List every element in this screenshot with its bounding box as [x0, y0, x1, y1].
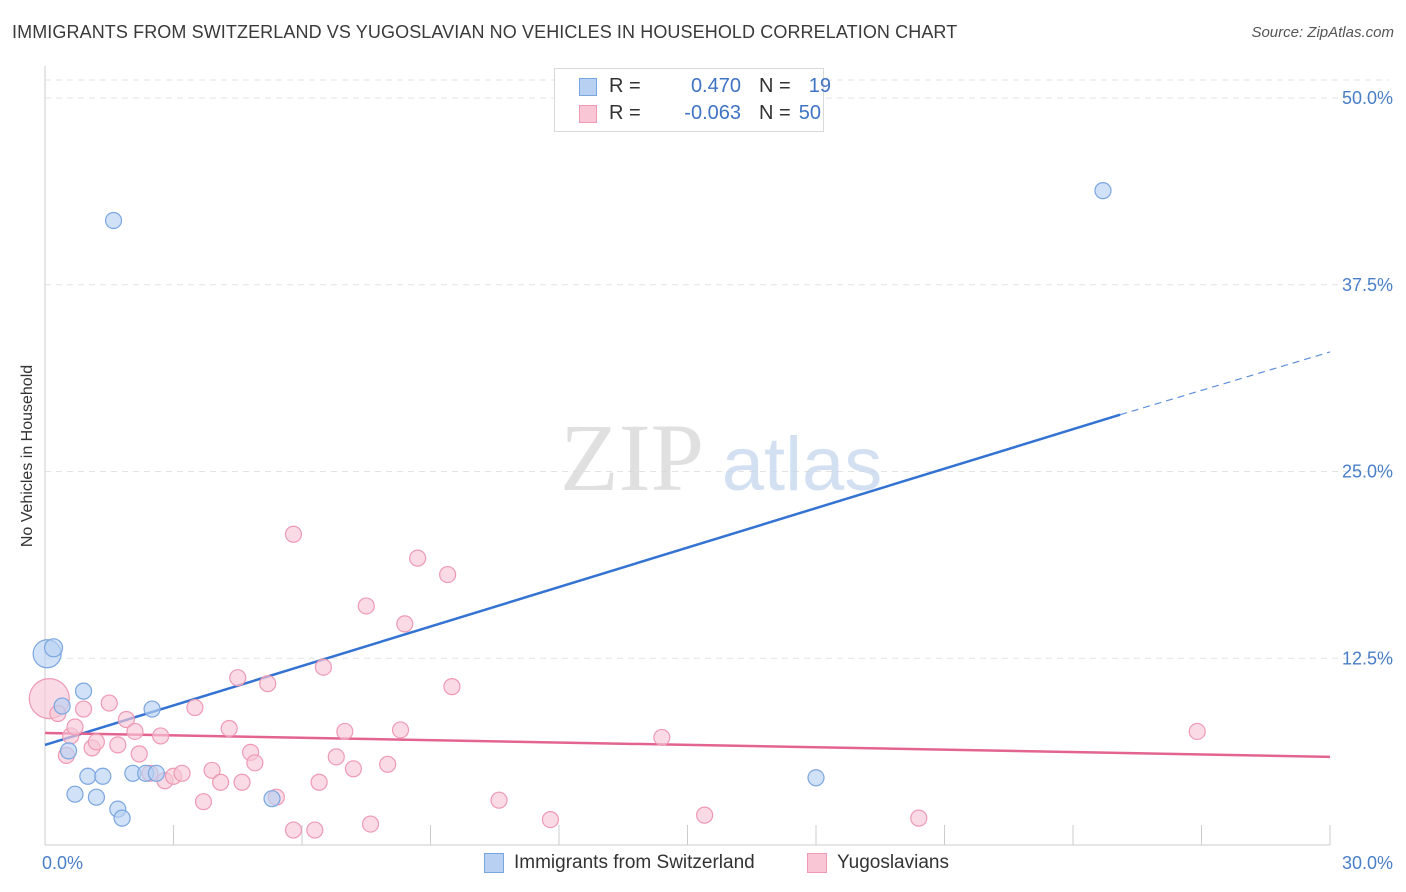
legend-swatch-blue: [579, 78, 597, 96]
yugoslavian-point: [87, 733, 106, 751]
yugoslavian-point: [327, 748, 345, 766]
switzerland-point: [807, 769, 825, 787]
yugoslavian-point: [284, 821, 303, 839]
x-tick-label: 30.0%: [1342, 853, 1393, 873]
yugoslavian-point: [314, 658, 333, 676]
yugoslavian-point: [541, 811, 560, 829]
yugoslavian-point: [696, 806, 714, 824]
correlation-legend: R = 0.470 N = 19 R = -0.063 N = 50: [554, 68, 831, 132]
watermark-zip: ZIP: [560, 404, 704, 511]
yugoslavian-point: [336, 722, 354, 741]
yugoslavian-point: [233, 773, 251, 791]
y-tick-label: 12.5%: [1342, 648, 1393, 668]
yugoslavian-point: [284, 525, 303, 543]
yugoslavian-point: [203, 761, 221, 779]
trend-layer: [44, 351, 1331, 759]
bottom-legend-label: Yugoslavians: [837, 852, 949, 873]
switzerland-point: [43, 638, 64, 658]
switzerland-point: [94, 767, 112, 785]
legend-n-label: N =: [759, 102, 791, 124]
yugoslavian-point: [1188, 722, 1206, 741]
yugoslavian-point: [396, 615, 414, 633]
yugoslavian-point: [186, 698, 204, 717]
y-tick-label: 25.0%: [1342, 462, 1393, 482]
switzerland-point: [143, 700, 161, 718]
switzerland-point: [104, 211, 123, 230]
yugoslavian-point: [117, 710, 135, 729]
yugoslavian-point: [194, 793, 213, 811]
yugoslavian-point: [391, 721, 410, 739]
legend-r-value: -0.063: [684, 102, 741, 124]
yugoslavian-point: [361, 815, 380, 833]
chart-title: IMMIGRANTS FROM SWITZERLAND VS YUGOSLAVI…: [12, 22, 958, 42]
yugoslavian-point: [653, 728, 671, 747]
yugoslavian-point: [74, 700, 93, 718]
bottom-legend-swatch-blue: [484, 853, 504, 873]
source-credit: Source: ZipAtlas.com: [1251, 24, 1394, 41]
yugoslavian-point: [344, 760, 362, 778]
yugoslavian-point: [306, 821, 324, 839]
yugoslavian-point: [379, 755, 397, 773]
watermark: ZIP atlas: [560, 404, 882, 511]
legend-r-label: R =: [609, 102, 641, 124]
switzerland-trend-line: [44, 413, 1121, 747]
legend-n-label: N =: [759, 75, 791, 97]
legend-n-value: 19: [808, 75, 831, 97]
switzerland-point: [1094, 182, 1112, 200]
switzerland-point: [74, 682, 93, 700]
legend-n-value: 50: [798, 102, 821, 124]
x-tick-label: 0.0%: [42, 853, 83, 873]
yugoslavian-trend-line: [44, 731, 1331, 759]
yugoslavian-point: [126, 722, 144, 741]
yugoslavian-point: [310, 773, 328, 791]
switzerland-point: [87, 788, 106, 806]
yugoslavian-point: [109, 736, 127, 754]
legend-swatch-pink: [579, 105, 597, 123]
point-layer: [28, 182, 1206, 839]
yugoslavian-point: [130, 745, 148, 763]
switzerland-point: [79, 767, 97, 785]
yugoslavian-point: [259, 675, 277, 693]
switzerland-point: [59, 742, 78, 760]
yugoslavian-point: [173, 764, 191, 782]
yugoslavian-point: [66, 718, 84, 736]
yugoslavian-point: [229, 669, 247, 687]
legend-r-value: 0.470: [690, 75, 741, 97]
watermark-atlas: atlas: [722, 422, 883, 507]
y-tick-label: 50.0%: [1342, 88, 1393, 108]
y-tick-label: 37.5%: [1342, 275, 1393, 295]
tick-label-layer: 12.5% 25.0% 37.5% 50.0% 0.0% 30.0%: [42, 88, 1393, 873]
bottom-legend-swatch-pink: [807, 853, 827, 873]
yugoslavian-point: [357, 597, 375, 615]
switzerland-point: [113, 809, 131, 827]
yugoslavian-point: [100, 694, 118, 712]
yugoslavian-point: [490, 791, 508, 809]
yugoslavian-point: [246, 754, 264, 772]
yugoslavian-point: [910, 809, 928, 827]
switzerland-trend-extension: [1119, 351, 1331, 416]
yugoslavian-point: [212, 773, 230, 791]
switzerland-point: [147, 764, 165, 782]
switzerland-point: [263, 790, 281, 808]
grid-layer: [45, 79, 1390, 659]
bottom-legend-label: Immigrants from Switzerland: [514, 852, 755, 873]
legend-r-label: R =: [609, 75, 641, 97]
yugoslavian-point: [439, 565, 457, 584]
yugoslavian-point: [443, 678, 461, 696]
yugoslavian-point: [152, 727, 170, 745]
switzerland-point: [53, 697, 71, 715]
yugoslavian-point: [409, 549, 427, 567]
switzerland-point: [66, 785, 84, 803]
yugoslavian-point: [220, 719, 238, 738]
